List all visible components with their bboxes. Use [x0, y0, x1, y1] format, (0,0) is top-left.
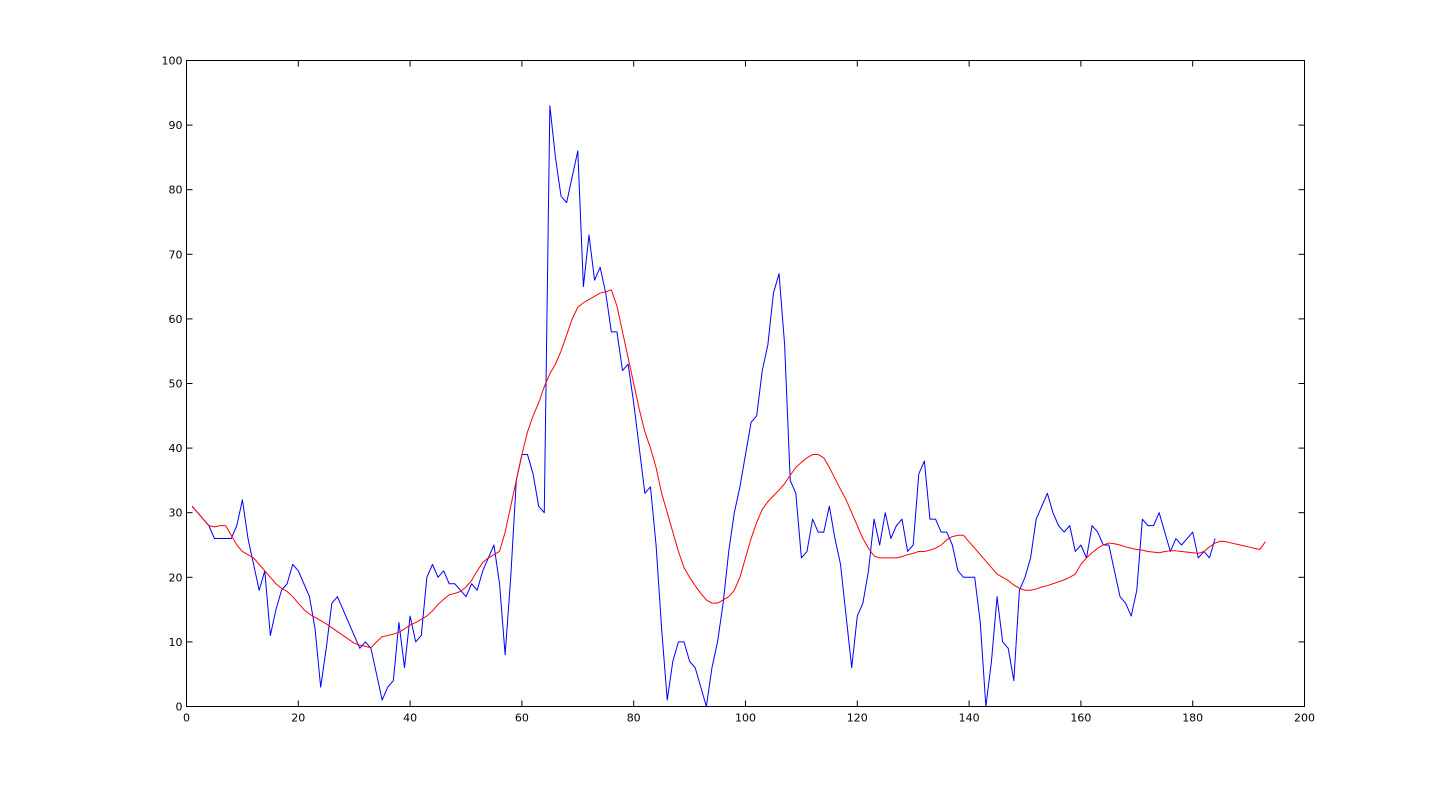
- axes-box: [186, 60, 1305, 707]
- x-tick-label: 140: [959, 712, 980, 725]
- y-tick-label: 50: [169, 378, 183, 391]
- ticks-layer: 0 20 40 60 80 100 120 140 160 180 200 0 10 20 30 40 50 60…: [162, 55, 1316, 725]
- y-tick-label: 60: [169, 313, 183, 326]
- x-tick-label: 20: [291, 712, 305, 725]
- y-tick-label: 100: [162, 55, 183, 68]
- y-tick-label: 40: [169, 442, 183, 455]
- series-line-red: [191, 289, 1266, 649]
- y-tick-label: 80: [169, 184, 183, 197]
- series-line-blue: [191, 105, 1216, 707]
- x-tick-label: 40: [403, 712, 417, 725]
- x-tick-label: 180: [1182, 712, 1203, 725]
- x-tick-label: 200: [1294, 712, 1315, 725]
- y-tick-label: 20: [169, 571, 183, 584]
- x-tick-label: 120: [847, 712, 868, 725]
- y-tick-label: 90: [169, 119, 183, 132]
- x-tick-label: 60: [515, 712, 529, 725]
- y-tick-label: 0: [176, 701, 183, 714]
- y-tick-label: 10: [169, 636, 183, 649]
- x-tick-label: 160: [1070, 712, 1091, 725]
- x-tick-label: 100: [735, 712, 756, 725]
- x-tick-label: 80: [627, 712, 641, 725]
- y-tick-label: 30: [169, 507, 183, 520]
- x-tick-label: 0: [183, 712, 190, 725]
- series-layer: [191, 105, 1266, 707]
- y-tick-label: 70: [169, 248, 183, 261]
